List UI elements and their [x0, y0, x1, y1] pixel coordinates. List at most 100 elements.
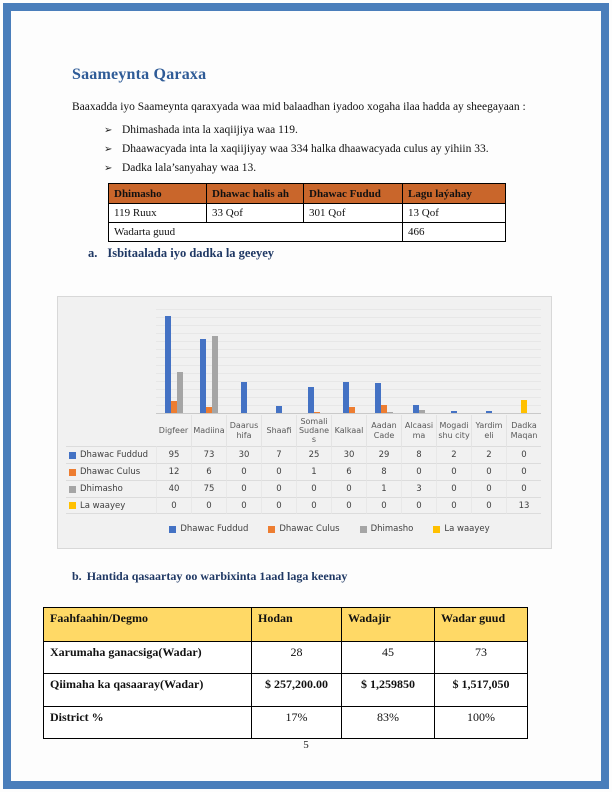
table-cell: 100% — [434, 706, 528, 739]
bar-dhawac-fuddud — [240, 382, 247, 413]
data-table-cell: 0 — [471, 463, 506, 480]
legend-key-icon — [69, 468, 76, 476]
list-item: ➢ Dadka lala’sanyahay waa 13. — [104, 162, 564, 181]
bar-dhawac-culus — [380, 405, 387, 413]
column-header: Lagu laýahay — [402, 183, 506, 204]
legend-label: Dhawac Culus — [279, 524, 340, 534]
data-table-cell: 6 — [331, 463, 366, 480]
bar-dhimasho — [176, 372, 183, 413]
column-header: Dhawac halis ah — [206, 183, 304, 204]
data-table-cell: 30 — [331, 446, 366, 463]
bar-dhawac-fuddud — [374, 383, 381, 413]
data-table-cell: 0 — [226, 480, 261, 497]
data-table-cell: 7 — [261, 446, 296, 463]
row-label: District % — [43, 706, 252, 739]
data-table-cell: 0 — [401, 463, 436, 480]
bar-dhawac-fuddud — [307, 387, 314, 413]
legend-key-icon — [69, 502, 76, 509]
bar-dhawac-culus — [313, 412, 320, 413]
data-table-cell: 0 — [331, 497, 366, 514]
bar-dhawac-fuddud — [485, 411, 492, 413]
data-table-cell: 0 — [506, 446, 541, 463]
table-cell: 13 Qof — [402, 203, 506, 223]
property-damage-table: Faahfaahin/Degmo Hodan Wadajir Wadar guu… — [43, 607, 528, 739]
bullet-text: Dadka lala’sanyahay waa 13. — [122, 162, 257, 174]
list-item: ➢ Dhaawacyada inta la xaqiijiyay waa 334… — [104, 143, 564, 162]
table-cell: 301 Qof — [303, 203, 403, 223]
table-cell: $ 257,200.00 — [251, 673, 342, 707]
series-name: Dhawac Fuddud — [80, 450, 149, 460]
data-table-cell: 0 — [436, 497, 471, 514]
bar-group — [191, 302, 226, 413]
category-label: Yardim eli — [471, 415, 506, 446]
arrow-bullet-icon: ➢ — [104, 144, 113, 155]
bar-dhawac-fuddud — [450, 411, 457, 413]
legend-key-icon — [69, 485, 76, 493]
column-header: Dhimasho — [108, 183, 207, 204]
casualty-summary-table: Dhimasho Dhawac halis ah Dhawac Fudud La… — [108, 183, 506, 242]
bullet-list: ➢ Dhimashada inta la xaqiijiya waa 119. … — [104, 124, 564, 181]
table-cell: 83% — [341, 706, 435, 739]
data-table-cell: 6 — [191, 463, 226, 480]
data-table-cell: 0 — [261, 463, 296, 480]
bar-group — [401, 302, 436, 413]
series-label: Dhawac Fuddud — [66, 446, 156, 463]
category-label: Alcaasi ma — [401, 415, 436, 446]
table-cell: 119 Ruux — [108, 203, 207, 223]
column-header: Wadajir — [341, 607, 435, 642]
category-label: Dadka Maqan — [506, 415, 541, 446]
data-table-cell: 1 — [366, 480, 401, 497]
series-name: Dhawac Culus — [80, 467, 141, 477]
legend-key-icon — [268, 525, 276, 533]
data-table-cell: 3 — [401, 480, 436, 497]
chart-legend: Dhawac Fuddud Dhawac Culus Dhimasho La waay… — [118, 521, 541, 537]
table-cell: $ 1,517,050 — [434, 673, 528, 707]
data-table-cell: 0 — [506, 463, 541, 480]
table-cell: 73 — [434, 641, 528, 674]
page-number: 5 — [303, 739, 309, 751]
data-table-cell: 0 — [261, 497, 296, 514]
category-label: Digfeer — [158, 425, 189, 435]
section-index: a. — [88, 246, 98, 260]
table-cell: 45 — [341, 641, 435, 674]
data-table-cell: 95 — [156, 446, 191, 463]
legend-label: Dhawac Fuddud — [180, 524, 249, 534]
list-item: ➢ Dhimashada inta la xaqiijiya waa 119. — [104, 124, 564, 143]
legend-item: Dhimasho — [359, 524, 414, 534]
data-table-cell: 8 — [401, 446, 436, 463]
data-table-cell: 29 — [366, 446, 401, 463]
category-label: Mogadi shu city — [436, 415, 471, 446]
table-row: Wadarta guud 466 — [108, 222, 506, 242]
arrow-bullet-icon: ➢ — [104, 163, 113, 174]
total-label-cell: Wadarta guud — [108, 222, 403, 242]
legend-label: La waayey — [444, 524, 490, 534]
chart-plot-area — [156, 302, 541, 414]
data-table-cell: 0 — [296, 480, 331, 497]
bar-dhawac-culus — [170, 401, 177, 413]
bar-group — [226, 302, 261, 413]
legend-label: Dhimasho — [370, 524, 414, 534]
data-table-cell: 25 — [296, 446, 331, 463]
data-table-cell: 0 — [436, 480, 471, 497]
bar-group — [366, 302, 401, 413]
data-table-cell: 0 — [401, 497, 436, 514]
series-name: Dhimasho — [80, 484, 123, 494]
category-label: Kalkaal — [331, 415, 366, 446]
data-table-cell: 2 — [436, 446, 471, 463]
bar-dhawac-fuddud — [412, 405, 419, 413]
column-header: Wadar guud — [434, 607, 528, 642]
bar-group — [331, 302, 366, 413]
data-table-cell: 0 — [191, 497, 226, 514]
data-table-cell: 0 — [226, 463, 261, 480]
bullet-text: Dhimashada inta la xaqiijiya waa 119. — [122, 124, 298, 136]
data-table-cell: 0 — [261, 480, 296, 497]
bar-group — [506, 302, 541, 413]
section-heading-b: b. Hantida qasaartay oo warbixinta 1aad l… — [72, 569, 347, 584]
table-cell: 33 Qof — [206, 203, 304, 223]
bar-dhawac-fuddud — [342, 382, 349, 413]
series-label: La waayey — [66, 497, 156, 514]
table-row: District % 17% 83% 100% — [43, 706, 528, 739]
category-label: Somali Sudane s — [296, 415, 331, 446]
row-label: Xarumaha ganacsiga(Wadar) — [43, 641, 252, 674]
hospital-bar-chart[interactable]: Digfeer Madiina Daarus hifa Shaafi Somali Su… — [57, 296, 552, 549]
